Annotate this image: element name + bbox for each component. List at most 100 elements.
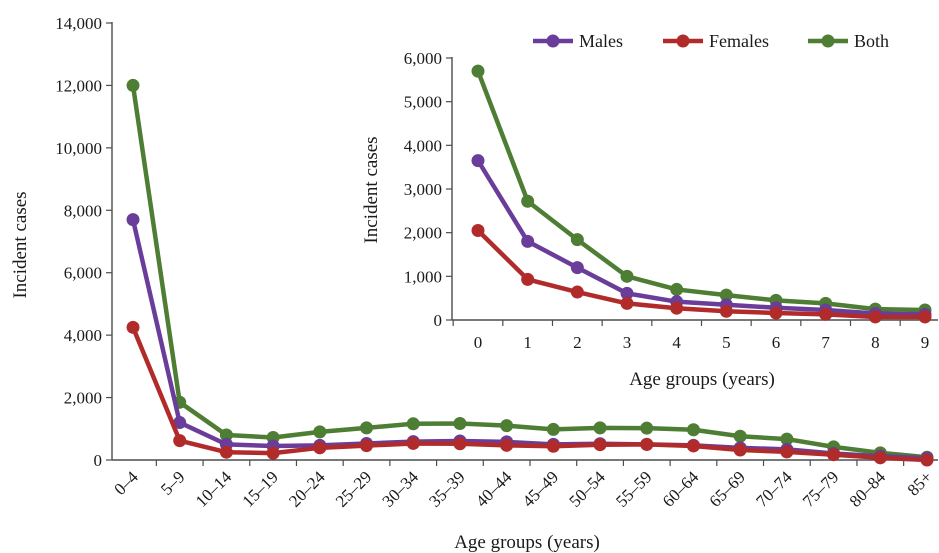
main-point-both (780, 432, 794, 446)
main-point-both (500, 419, 514, 433)
main-y-tick-label: 6,000 (64, 264, 102, 283)
inset-x-tick-label: 7 (821, 333, 830, 352)
main-x-tick-label: 15–19 (238, 467, 281, 510)
main-point-both (219, 428, 233, 442)
inset-point-males (521, 234, 535, 248)
inset-point-females (471, 223, 485, 237)
main-point-females (640, 437, 654, 451)
main-x-tick-label: 60–64 (659, 467, 703, 511)
inset-y-tick-label: 4,000 (404, 136, 442, 155)
main-x-tick-label: 65–69 (706, 467, 749, 510)
main-point-females (686, 439, 700, 453)
legend: Males Females Both (533, 31, 889, 51)
inset-point-females (769, 306, 783, 320)
main-x-tick-label: 5–9 (157, 467, 188, 498)
main-point-both (733, 429, 747, 443)
main-point-females (219, 445, 233, 459)
inset-point-both (570, 233, 584, 247)
main-x-tick-label: 85+ (904, 467, 936, 499)
inset-y-tick-label: 1,000 (404, 267, 442, 286)
main-point-both (126, 78, 140, 92)
main-x-axis-title: Age groups (years) (454, 532, 600, 553)
inset-point-females (670, 301, 684, 315)
inset-y-axis-title: Incident cases (361, 136, 382, 243)
main-y-tick-label: 12,000 (55, 76, 102, 95)
main-point-both (686, 423, 700, 437)
inset-point-males (570, 261, 584, 275)
main-point-females (733, 443, 747, 457)
inset-x-axis-title: Age groups (years) (629, 369, 775, 390)
inset-series-line-both (475, 68, 928, 313)
inset-series-lines (471, 64, 932, 324)
main-point-females (546, 439, 560, 453)
main-y-tick-label: 8,000 (64, 201, 102, 220)
inset-point-both (521, 194, 535, 208)
main-point-females (920, 453, 934, 467)
inset-point-females (570, 285, 584, 299)
inset-x-tick-label: 5 (722, 333, 731, 352)
inset-point-both (670, 282, 684, 296)
main-point-females (593, 438, 607, 452)
inset-series-line-females (475, 228, 928, 320)
inset-point-females (719, 304, 733, 318)
main-point-both (593, 421, 607, 435)
legend-marker-males (546, 34, 560, 48)
main-y-tick-label: 2,000 (64, 389, 102, 408)
main-point-males (173, 416, 187, 430)
main-x-tick-label: 35–39 (425, 467, 468, 510)
main-point-females (780, 445, 794, 459)
main-y-tick-label: 14,000 (55, 14, 102, 33)
legend-marker-females (676, 34, 690, 48)
main-x-tick-label: 0–4 (110, 467, 142, 499)
legend-label-both: Both (854, 31, 889, 51)
main-series-line-males (130, 217, 930, 461)
inset-x-tick-label: 3 (623, 333, 632, 352)
main-point-males (126, 213, 140, 227)
inset-chart: Incident cases Age groups (years) 0 1,000… (352, 20, 938, 392)
inset-series-line-males (475, 158, 928, 317)
main-x-tick-label: 25–29 (332, 467, 375, 510)
main-y-tick-label: 10,000 (55, 139, 102, 158)
inset-point-females (620, 296, 634, 310)
inset-point-both (471, 64, 485, 78)
inset-x-tick-label: 9 (921, 333, 930, 352)
main-x-tick-label: 45–49 (519, 467, 562, 510)
main-x-tick-label: 55–59 (612, 467, 655, 510)
main-x-tick-label: 20–24 (285, 467, 329, 511)
main-point-females (266, 446, 280, 460)
main-y-tick-label: 0 (94, 451, 103, 470)
inset-x-tick-label: 2 (573, 333, 582, 352)
main-x-tick-label: 80–84 (846, 467, 890, 511)
inset-point-both (719, 288, 733, 302)
main-point-females (827, 448, 841, 462)
inset-y-tick-label: 0 (434, 311, 443, 330)
main-x-tick-label: 40–44 (472, 467, 516, 511)
main-point-females (873, 451, 887, 465)
main-x-tick-label: 70–74 (752, 467, 796, 511)
main-series-line-females (130, 325, 930, 463)
main-point-females (173, 434, 187, 448)
main-point-females (313, 441, 327, 455)
main-point-both (640, 421, 654, 435)
inset-point-females (819, 307, 833, 321)
inset-x-tick-label: 1 (523, 333, 532, 352)
inset-point-both (620, 269, 634, 283)
main-point-females (126, 320, 140, 334)
inset-x-tick-label: 4 (672, 333, 681, 352)
main-point-both (313, 425, 327, 439)
inset-point-females (918, 310, 932, 324)
inset-x-tick-label: 0 (474, 333, 483, 352)
inset-x-tick-label: 6 (772, 333, 781, 352)
main-point-females (453, 437, 467, 451)
inset-background (352, 20, 927, 392)
main-series-line-both (130, 83, 930, 460)
main-series-lines (126, 78, 934, 467)
legend-label-males: Males (579, 31, 623, 51)
main-x-tick-label: 75–79 (799, 467, 842, 510)
main-x-tick-label: 10–14 (192, 467, 236, 511)
main-point-females (406, 436, 420, 450)
main-point-females (500, 438, 514, 452)
main-point-both (453, 416, 467, 430)
inset-y-tick-label: 5,000 (404, 93, 442, 112)
